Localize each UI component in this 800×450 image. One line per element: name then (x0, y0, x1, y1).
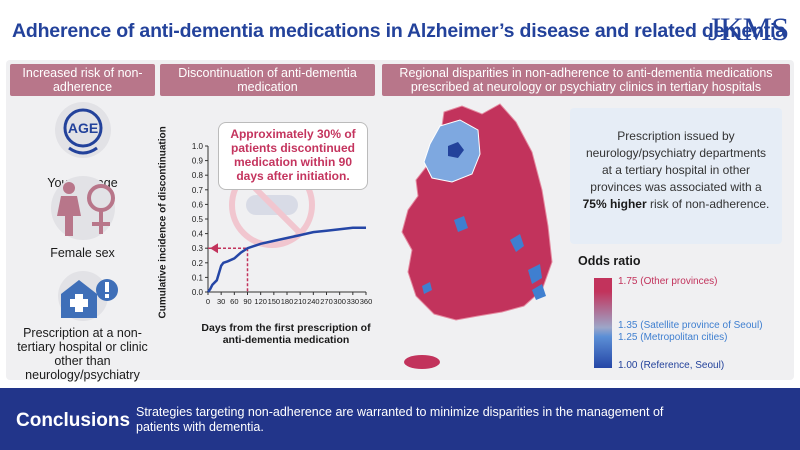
x-tick-label: 150 (268, 297, 281, 306)
y-tick-label: 0.0 (192, 288, 204, 297)
odds-label-seoul: 1.00 (Reference, Seoul) (618, 360, 725, 371)
x-tick-label: 180 (281, 297, 294, 306)
korea-region-map (382, 100, 572, 378)
y-tick-label: 0.1 (192, 273, 204, 282)
map-metro-3 (528, 264, 542, 284)
risk-factor-prescription: Prescription at a non-tertiary hospital … (10, 270, 155, 382)
header-regional: Regional disparities in non-adherence to… (382, 64, 790, 96)
conclusions-text: Strategies targeting non-adherence are w… (136, 405, 664, 434)
x-tick-label: 90 (243, 297, 251, 306)
note-suffix: risk of non-adherence. (646, 197, 770, 211)
chart-xlabel: Days from the first prescription of anti… (201, 322, 371, 346)
hospital-alert-icon (33, 270, 133, 322)
y-tick-label: 0.5 (192, 215, 204, 224)
y-tick-label: 0.9 (192, 157, 204, 166)
x-tick-label: 60 (230, 297, 238, 306)
y-tick-label: 0.4 (192, 230, 204, 239)
series-line (207, 226, 366, 293)
chart-callout: Approximately 30% of patients discontinu… (218, 122, 368, 190)
x-tick-label: 360 (360, 297, 373, 306)
chart-svg: 0.0 0.1 0.2 0.3 0.4 0.5 0.6 0.7 0.8 0.9 1.0 0 30 60 90… (192, 142, 373, 306)
finding-note: Prescription issued by neurology/psychia… (570, 108, 782, 244)
y-tick-label: 0.6 (192, 200, 204, 209)
map-metro-2 (510, 234, 524, 252)
header-risk: Increased risk of non-adherence (10, 64, 155, 96)
note-prefix: Prescription issued by neurology/psychia… (585, 129, 767, 194)
note-highlight: 75% higher (582, 197, 647, 211)
odds-label-satellite: 1.35 (Satellite province of Seoul) (618, 320, 763, 331)
highlight-arrow (210, 243, 218, 254)
risk-label-prescription: Prescription at a non-tertiary hospital … (17, 326, 148, 382)
x-tick-label: 0 (206, 297, 210, 306)
chart-ylabel-wrap: Cumulative incidence of discontinuation (156, 126, 170, 320)
y-tick-label: 0.2 (192, 259, 204, 268)
odds-label-other: 1.75 (Other provinces) (618, 276, 718, 287)
y-tick-label: 0.7 (192, 186, 204, 195)
map-jeju (404, 355, 440, 369)
age-icon-text: AGE (67, 120, 97, 136)
header-discontinuation: Discontinuation of anti-dementia medicat… (160, 64, 375, 96)
x-tick-label: 330 (347, 297, 360, 306)
discontinuation-chart: 0.0 0.1 0.2 0.3 0.4 0.5 0.6 0.7 0.8 0.9 1.0 0 30 60 90… (158, 100, 380, 370)
x-tick-label: 240 (307, 297, 320, 306)
y-tick-label: 0.3 (192, 244, 204, 253)
x-tick-label: 300 (333, 297, 346, 306)
y-tick-label: 1.0 (192, 142, 204, 151)
map-metro-1 (454, 216, 468, 232)
risk-factor-female: Female sex (10, 170, 155, 260)
age-icon: AGE (33, 100, 133, 172)
y-tick-label: 0.8 (192, 171, 204, 180)
conclusions-title: Conclusions (16, 410, 131, 431)
odds-colorbar (594, 278, 612, 368)
x-tick-label: 270 (320, 297, 333, 306)
odds-title: Odds ratio (578, 254, 641, 268)
map-metro-5 (532, 284, 546, 300)
risk-label-female: Female sex (50, 246, 115, 260)
map-metro-4 (422, 282, 432, 294)
conclusions-bar (0, 388, 800, 450)
x-tick-label: 30 (217, 297, 225, 306)
title-bar: Adherence of anti-dementia medications i… (0, 0, 800, 60)
page-title: Adherence of anti-dementia medications i… (12, 20, 786, 42)
x-tick-label: 120 (254, 297, 267, 306)
x-tick-label: 210 (294, 297, 307, 306)
odds-label-metro: 1.25 (Metropolitan cities) (618, 332, 728, 343)
chart-ylabel: Cumulative incidence of discontinuation (157, 126, 169, 319)
map-seoul (448, 142, 464, 158)
female-icon (33, 170, 133, 242)
journal-logo: JKMS (708, 12, 789, 48)
